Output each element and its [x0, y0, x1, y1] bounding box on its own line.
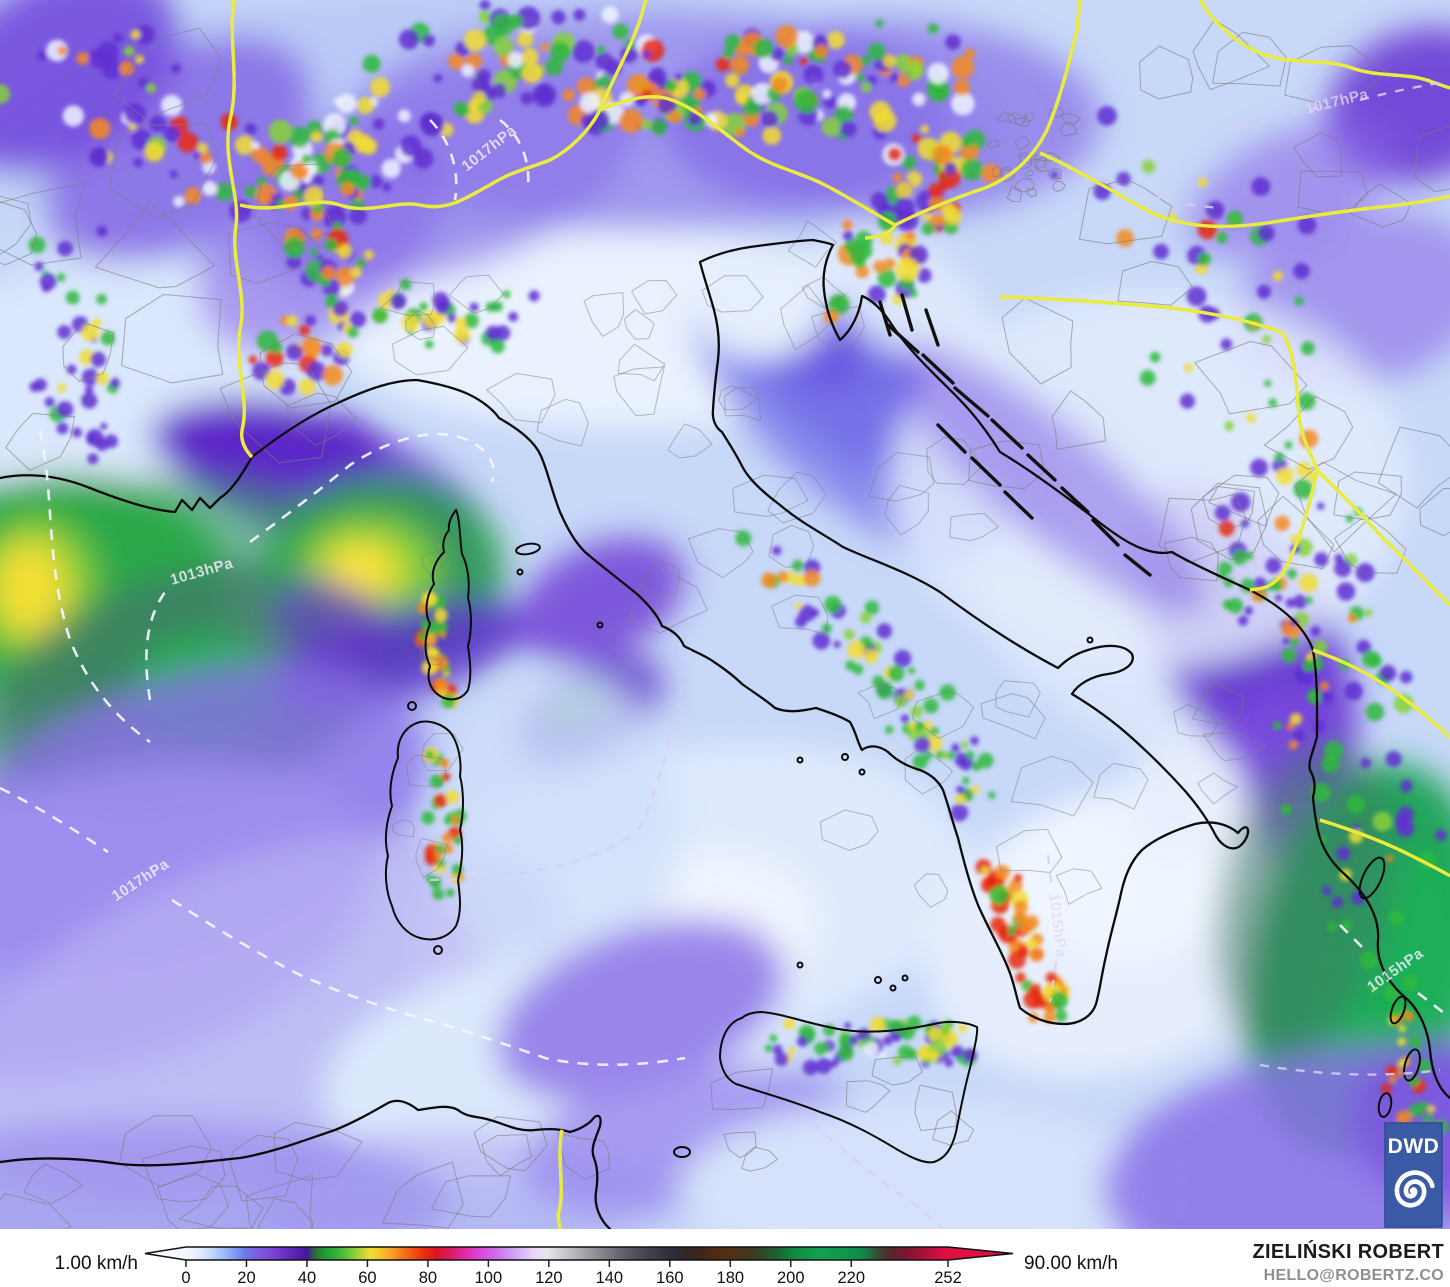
legend-tick-label: 120 [535, 1269, 563, 1287]
legend-max-label: 90.00 km/h [1024, 1253, 1118, 1274]
spiral-icon [1394, 1170, 1435, 1208]
wind-speckles [0, 0, 1449, 1135]
dwd-logo-box [1384, 1122, 1443, 1228]
admin-borders [0, 19, 1450, 1229]
legend-tick-label: 20 [237, 1269, 255, 1287]
legend-tick-label: 252 [934, 1269, 962, 1287]
attribution-contact: HELLO@ROBERTZ.CO [1264, 1267, 1444, 1284]
coast-africa [0, 1099, 612, 1229]
coastlines [0, 238, 1450, 1229]
legend-tick-label: 100 [475, 1269, 503, 1287]
legend-tick-label: 140 [596, 1269, 624, 1287]
coast-istria-balkan [822, 243, 1450, 1100]
coast-sardinia [384, 720, 464, 941]
legend-tick-label: 160 [656, 1269, 684, 1287]
legend-tick-label: 220 [837, 1269, 865, 1287]
colorbar [144, 1246, 1014, 1261]
legend-min-label: 1.00 km/h [55, 1253, 138, 1274]
colorbar-ticks: 0 20 40 60 80 100 120 140 160 180 200 220 252 [181, 1260, 962, 1287]
dwd-logo: DWD [1384, 1122, 1443, 1228]
coast-corsica [424, 508, 472, 701]
legend-tick-label: 60 [358, 1269, 376, 1287]
legend: 0 20 40 60 80 100 120 140 160 180 200 220 252 1.00 k… [55, 1240, 1444, 1287]
legend-tick-label: 200 [777, 1269, 805, 1287]
legend-tick-label: 0 [181, 1269, 190, 1287]
dwd-logo-text: DWD [1388, 1135, 1440, 1158]
coast-small-islands [407, 542, 1421, 1158]
legend-tick-label: 40 [298, 1269, 316, 1287]
coast-france-italy [0, 238, 1250, 1026]
legend-tick-label: 180 [717, 1269, 745, 1287]
legend-tick-label: 80 [419, 1269, 437, 1287]
coast-sicily [718, 1010, 979, 1164]
attribution-name: ZIELIŃSKI ROBERT [1253, 1240, 1444, 1263]
coast-dalmatian-islands [878, 293, 1152, 577]
country-borders [226, 0, 1450, 1229]
